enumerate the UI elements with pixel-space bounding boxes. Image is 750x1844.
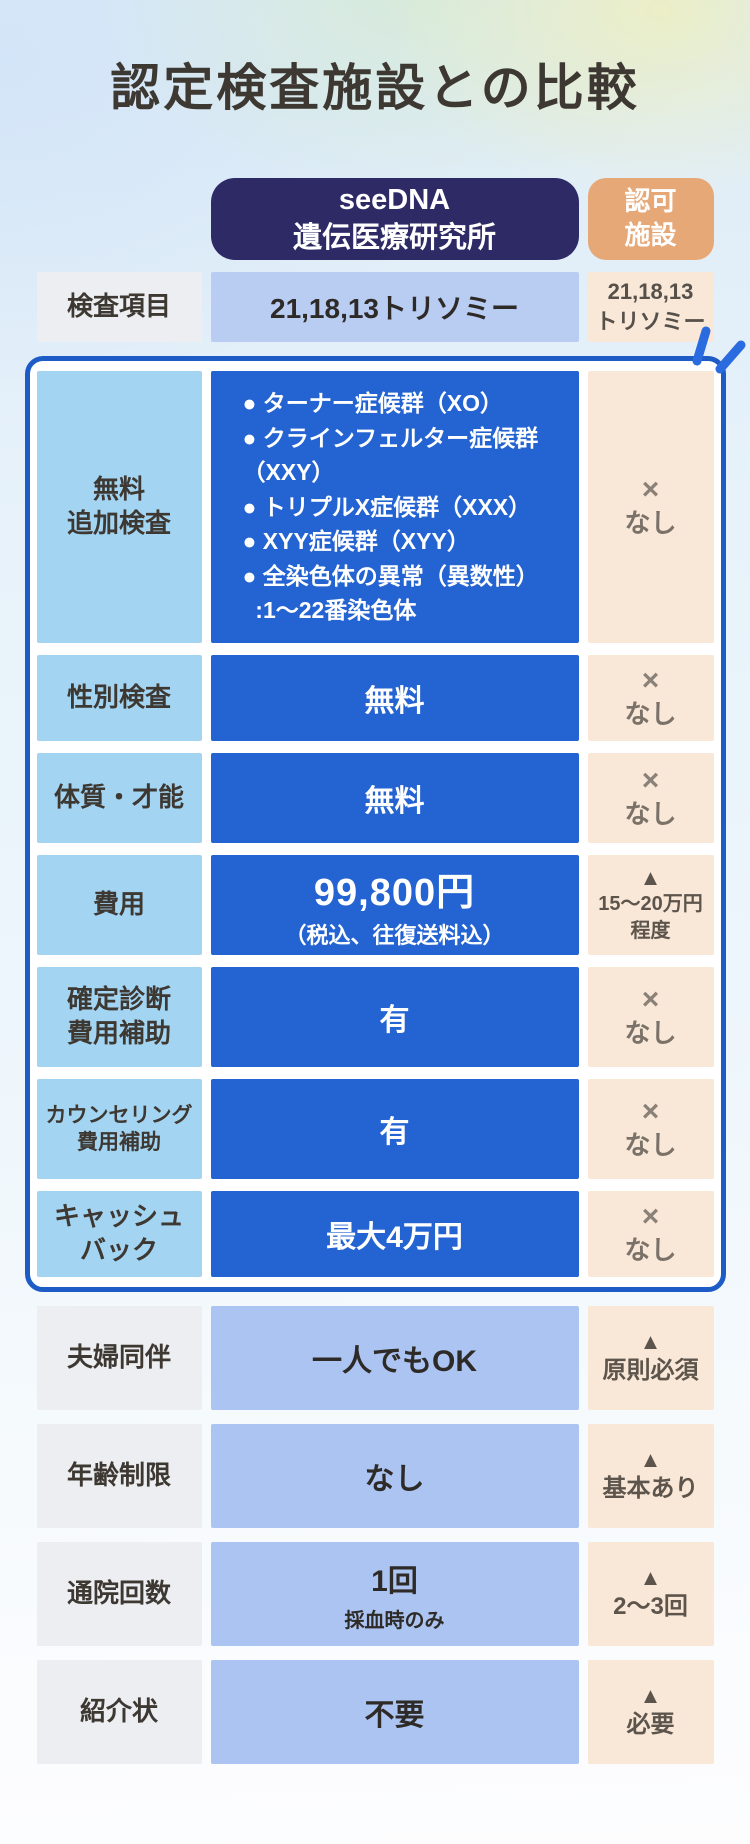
- table-row-free-additional-tests: 無料 追加検査 ● ターナー症候群（XO） ● クラインフェルター症候群 （XX…: [36, 371, 714, 643]
- seedna-value: 無料: [210, 655, 579, 741]
- table-row-constitution-talent: 体質・才能 無料 × なし: [36, 753, 714, 843]
- approved-value: × なし: [587, 1079, 714, 1179]
- row-label: キャッシュ バック: [36, 1191, 202, 1277]
- row-label: カウンセリング 費用補助: [36, 1079, 202, 1179]
- seedna-value: 有: [210, 967, 579, 1067]
- cross-mark-icon: ×: [641, 763, 660, 797]
- visits-main: 1回: [371, 1564, 418, 1598]
- highlight-box: 無料 追加検査 ● ターナー症候群（XO） ● クラインフェルター症候群 （XX…: [24, 326, 745, 1292]
- column-header-seedna: seeDNA 遺伝医療研究所: [210, 178, 579, 260]
- approved-value: ▲ 2〜3回: [587, 1542, 714, 1646]
- table-row-cost: 費用 99,800円 （税込、往復送料込） ▲ 15〜20万円 程度: [36, 855, 714, 955]
- approved-value: × なし: [587, 753, 714, 843]
- seedna-value: 無料: [210, 753, 579, 843]
- approved-line1: 認可: [624, 186, 677, 217]
- table-row-definitive-diagnosis-subsidy: 確定診断 費用補助 有 × なし: [36, 967, 714, 1067]
- table-row-spouse-accompaniment: 夫婦同伴 一人でもOK ▲ 原則必須: [36, 1306, 714, 1410]
- list-item: ● 全染色体の異常（異数性） :1〜22番染色体: [242, 562, 539, 624]
- table-row-age-limit: 年齢制限 なし ▲ 基本あり: [36, 1424, 714, 1528]
- row-label: 年齢制限: [36, 1424, 202, 1528]
- list-item: ● XYY症候群（XYY）: [242, 528, 470, 555]
- emphasis-flick-icon: [692, 326, 745, 374]
- approved-value: × なし: [587, 1191, 714, 1277]
- table-row-referral-letter: 紹介状 不要 ▲ 必要: [36, 1660, 714, 1764]
- seedna-value: なし: [210, 1424, 579, 1528]
- triangle-mark-icon: ▲: [639, 1446, 662, 1472]
- row-label: 体質・才能: [36, 753, 202, 843]
- seedna-value: 最大4万円: [210, 1191, 579, 1277]
- table-row-hospital-visits: 通院回数 1回 採血時のみ ▲ 2〜3回: [36, 1542, 714, 1646]
- approved-value-text: なし: [624, 798, 677, 829]
- seedna-subname: 遺伝医療研究所: [292, 222, 496, 254]
- cross-mark-icon: ×: [641, 663, 660, 697]
- approved-value: × なし: [587, 655, 714, 741]
- approved-value-text: 2〜3回: [613, 1593, 688, 1620]
- approved-value: × なし: [587, 371, 714, 643]
- seedna-value: 99,800円 （税込、往復送料込）: [210, 855, 579, 955]
- triangle-mark-icon: ▲: [639, 864, 662, 890]
- row-label: 確定診断 費用補助: [36, 967, 202, 1067]
- seedna-value: 有: [210, 1079, 579, 1179]
- approved-value-text: なし: [624, 1234, 677, 1265]
- cross-mark-icon: ×: [641, 1199, 660, 1233]
- approved-value-text: 基本あり: [602, 1475, 699, 1502]
- page-title: 認定検査施設との比較: [110, 60, 640, 116]
- approved-value: ▲ 基本あり: [587, 1424, 714, 1528]
- comparison-table: seeDNA 遺伝医療研究所 認可 施設 検査項目 21,18,13トリソミー …: [24, 178, 745, 1764]
- approved-value-text: 原則必須: [602, 1357, 699, 1384]
- triangle-mark-icon: ▲: [639, 1328, 662, 1354]
- approved-value-text: 21,18,13 トリソミー: [595, 279, 706, 334]
- table-row-counseling-subsidy: カウンセリング 費用補助 有 × なし: [36, 1079, 714, 1179]
- list-item: ● クラインフェルター症候群 （XXY）: [242, 424, 539, 486]
- approved-value-text: なし: [624, 507, 677, 538]
- cross-mark-icon: ×: [641, 472, 660, 506]
- table-header-row: seeDNA 遺伝医療研究所 認可 施設: [37, 178, 714, 260]
- seedna-value: 21,18,13トリソミー: [210, 272, 579, 342]
- price-text: 99,800円: [313, 871, 476, 914]
- seedna-value: 不要: [210, 1660, 579, 1764]
- row-label: 無料 追加検査: [36, 371, 202, 643]
- approved-value: ▲ 原則必須: [587, 1306, 714, 1410]
- table-row-test-items: 検査項目 21,18,13トリソミー 21,18,13 トリソミー: [36, 272, 714, 342]
- approved-value: ▲ 15〜20万円 程度: [587, 855, 714, 955]
- row-label: 費用: [36, 855, 202, 955]
- row-label: 性別検査: [36, 655, 202, 741]
- row-label: 紹介状: [36, 1660, 202, 1764]
- approved-value: ▲ 必要: [587, 1660, 714, 1764]
- seedna-value: 一人でもOK: [210, 1306, 579, 1410]
- column-header-approved-facility: 認可 施設: [587, 178, 714, 260]
- table-lower-rows: 夫婦同伴 一人でもOK ▲ 原則必須 年齢制限 なし ▲ 基本あり 通院回数 1…: [36, 1306, 714, 1764]
- approved-value-text: なし: [624, 1017, 677, 1048]
- price-note: （税込、往復送料込）: [284, 922, 505, 948]
- table-row-cashback: キャッシュ バック 最大4万円 × なし: [36, 1191, 714, 1277]
- approved-value: × なし: [587, 967, 714, 1067]
- cross-mark-icon: ×: [641, 982, 660, 1016]
- visits-note: 採血時のみ: [344, 1609, 445, 1632]
- approved-value-text: 15〜20万円 程度: [598, 893, 703, 943]
- approved-value-text: 必要: [626, 1711, 675, 1738]
- seedna-name: seeDNA: [338, 183, 451, 216]
- approved-value: 21,18,13 トリソミー: [587, 272, 714, 342]
- table-row-sex-test: 性別検査 無料 × なし: [36, 655, 714, 741]
- list-item: ● トリプルX症候群（XXX）: [242, 493, 532, 520]
- row-label: 検査項目: [36, 272, 202, 342]
- row-label: 夫婦同伴: [36, 1306, 202, 1410]
- cross-mark-icon: ×: [641, 1094, 660, 1128]
- triangle-mark-icon: ▲: [639, 1564, 662, 1590]
- approved-line2: 施設: [624, 220, 677, 250]
- row-label: 通院回数: [36, 1542, 202, 1646]
- approved-value-text: なし: [624, 698, 677, 729]
- triangle-mark-icon: ▲: [639, 1682, 662, 1708]
- seedna-value: 1回 採血時のみ: [210, 1542, 579, 1646]
- list-item: ● ターナー症候群（XO）: [242, 390, 504, 417]
- seedna-value: ● ターナー症候群（XO） ● クラインフェルター症候群 （XXY） ● トリプ…: [210, 371, 579, 643]
- approved-value-text: なし: [624, 1129, 677, 1160]
